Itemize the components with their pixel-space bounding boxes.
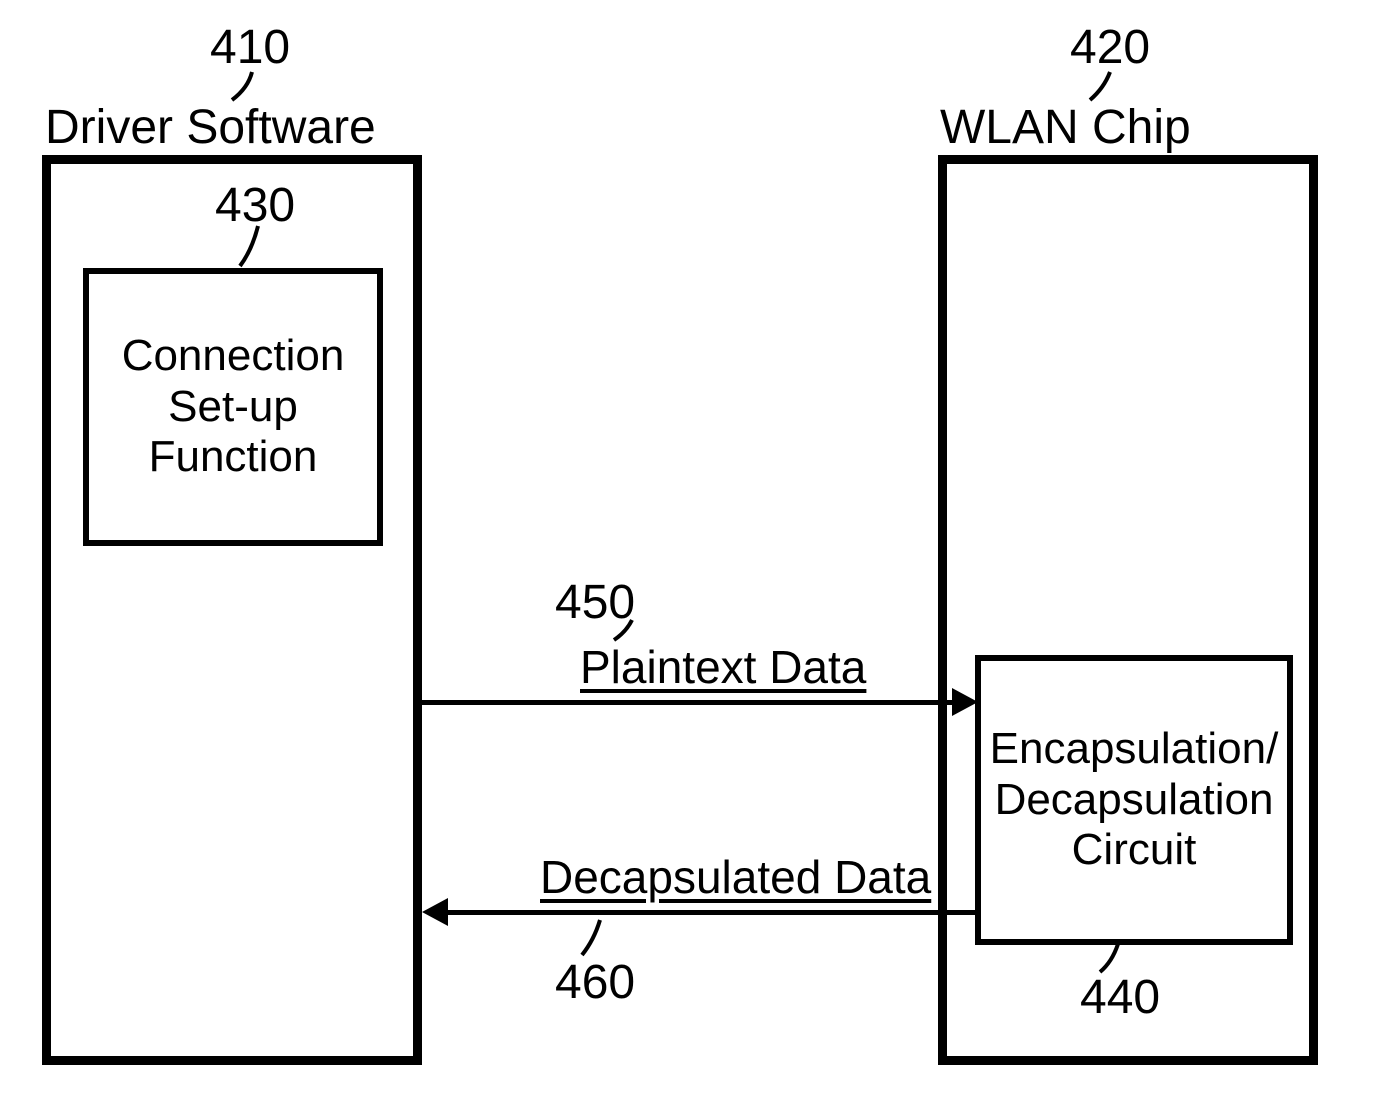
- diagram-canvas: 410 Driver Software 430 ConnectionSet-up…: [0, 0, 1374, 1104]
- tick-460: [0, 0, 1374, 1104]
